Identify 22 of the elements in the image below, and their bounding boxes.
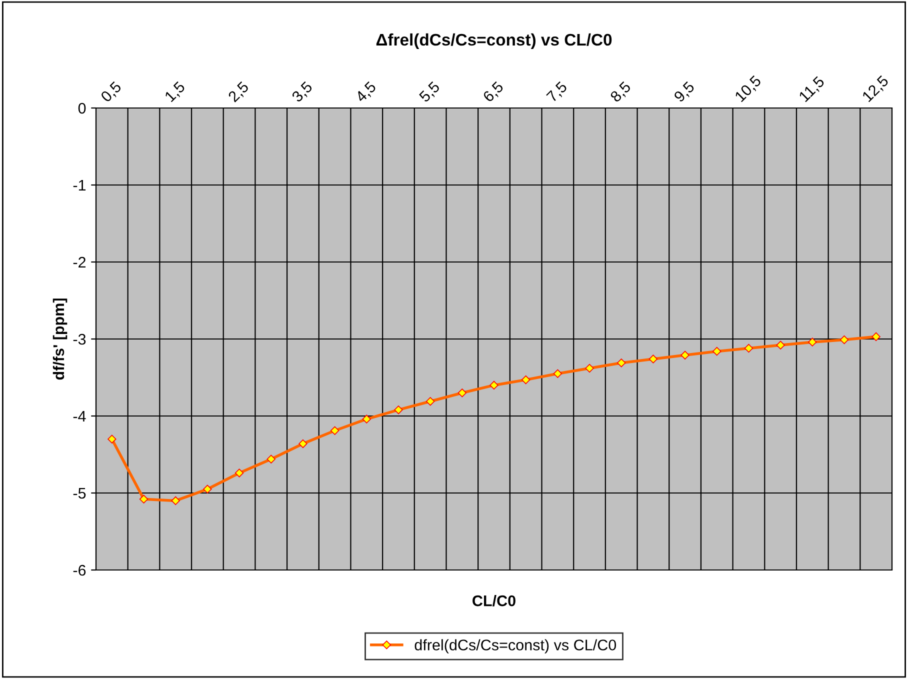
y-tick-label: 0 [78, 102, 86, 114]
x-tick-label: 6,5 [482, 80, 506, 104]
x-axis-title: CL/C0 [472, 595, 516, 606]
x-tick-label: 3,5 [291, 80, 314, 104]
legend-label: dfrel(dCs/Cs=const) vs CL/C0 [414, 639, 616, 654]
y-axis-title: df/fs' [ppm] [52, 298, 68, 380]
x-tick-label: 2,5 [228, 80, 251, 104]
y-tick-label: -1 [73, 180, 86, 191]
x-tick-label: 8,5 [610, 80, 633, 104]
x-tick-label: 5,5 [418, 80, 442, 104]
x-tick-label: 0,5 [100, 80, 124, 104]
x-tick-label: 1,5 [164, 80, 187, 104]
y-tick-label: -6 [73, 564, 86, 576]
y-tick-label: -5 [73, 488, 86, 499]
y-tick-label: -4 [73, 411, 86, 422]
x-tick-label: 7,5 [546, 80, 569, 104]
x-tick-label: 11,5 [798, 76, 826, 104]
x-tick-label: 9,5 [673, 80, 696, 104]
y-tick-label: -3 [73, 334, 86, 345]
x-tick-label: 4,5 [354, 80, 378, 104]
chart-title: Δfrel(dCs/Cs=const) vs CL/C0 [376, 33, 612, 49]
y-tick-label: -2 [73, 256, 86, 268]
